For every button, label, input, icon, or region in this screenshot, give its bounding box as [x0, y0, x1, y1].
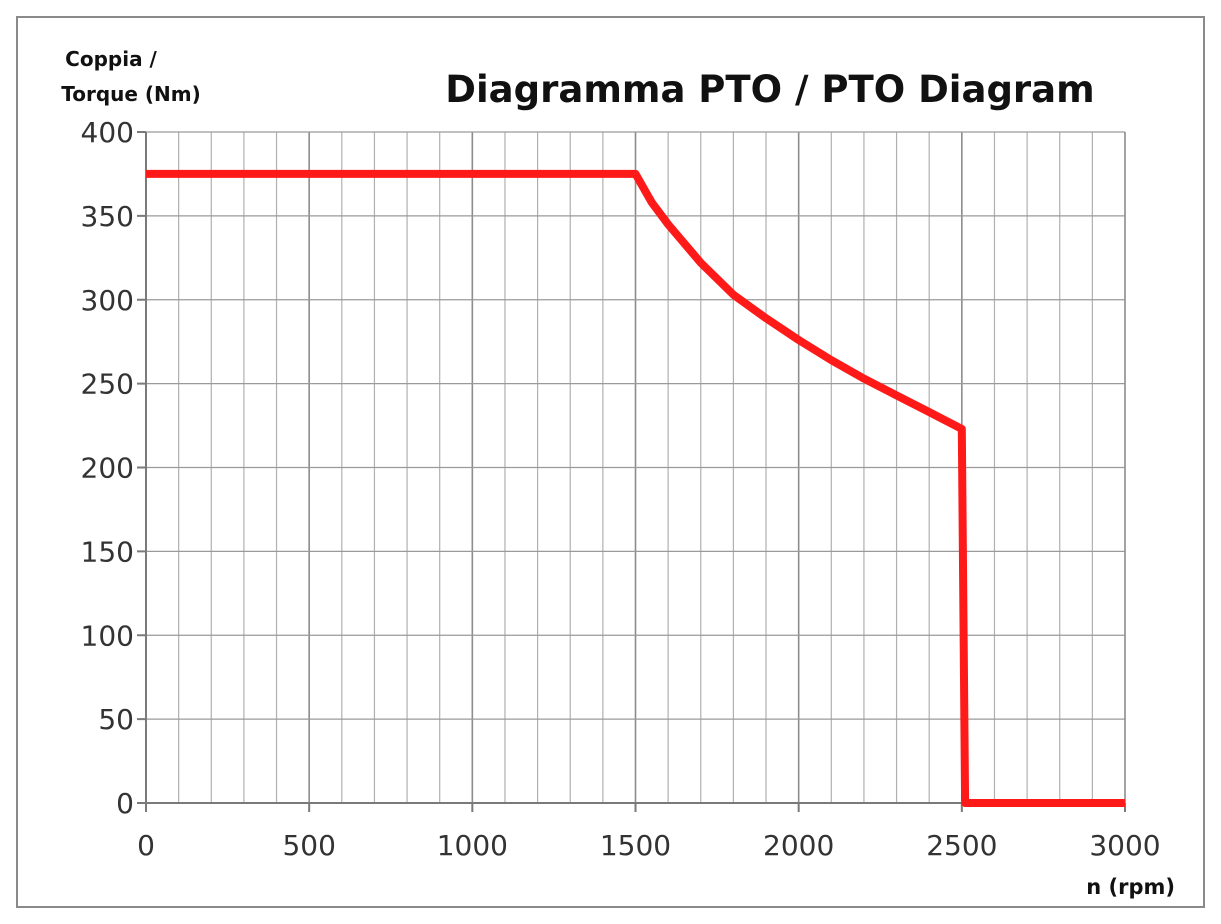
series-line-torque: [146, 169, 1125, 807]
x-tick-label: 500: [282, 829, 335, 862]
x-tick-label: 1000: [437, 829, 508, 862]
x-axis-label: n (rpm): [1086, 875, 1175, 899]
y-tick-label: 400: [81, 116, 134, 149]
y-tick-label: 100: [81, 619, 134, 652]
x-tick-label: 1500: [600, 829, 671, 862]
chart-title: Diagramma PTO / PTO Diagram: [445, 68, 1094, 111]
y-tick-label: 200: [81, 452, 134, 485]
y-tick-label: 350: [81, 200, 134, 233]
axes: [137, 131, 1126, 812]
chart-frame: [16, 16, 1205, 908]
y-axis-label-line-2: Torque (Nm): [61, 82, 201, 106]
y-tick-label: 150: [81, 535, 134, 568]
x-tick-label: 2000: [763, 829, 834, 862]
series-layer: [146, 169, 1125, 807]
grid: [146, 131, 1125, 803]
x-tick-label: 3000: [1089, 829, 1160, 862]
x-tick-label: 2500: [926, 829, 997, 862]
y-tick-label: 0: [116, 787, 134, 820]
x-tick-label: 0: [137, 829, 155, 862]
tick-labels: 0 50 100 150 200 250 300 350 400 0 500 1000 1500 2000…: [81, 116, 1161, 862]
y-tick-label: 300: [81, 284, 134, 317]
y-axis-label-line-1: Coppia /: [65, 47, 157, 71]
y-tick-label: 250: [81, 368, 134, 401]
y-tick-label: 50: [98, 703, 134, 736]
